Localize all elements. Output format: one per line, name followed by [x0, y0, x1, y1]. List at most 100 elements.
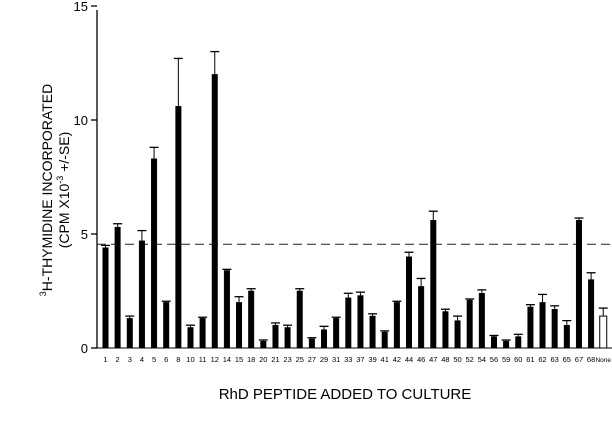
bar-48: [442, 311, 449, 349]
x-axis-label: RhD PEPTIDE ADDED TO CULTURE: [219, 386, 472, 403]
bar-8: [175, 106, 182, 349]
x-tick-label-5: 5: [152, 355, 156, 364]
y-axis-label-line2-a: (CPM X10: [56, 183, 72, 248]
x-tick-label-4: 4: [140, 355, 144, 364]
x-tick-label-12: 12: [211, 355, 219, 364]
y-axis-label-sup2: -3: [55, 176, 65, 184]
y-tick-label: 0: [81, 341, 88, 356]
bar-10: [187, 327, 194, 349]
bar-46: [418, 286, 425, 349]
bar-39: [369, 315, 376, 349]
x-tick-label-46: 46: [417, 355, 425, 364]
bar-21: [272, 324, 279, 349]
bar-47: [430, 220, 437, 349]
x-tick-label-3: 3: [128, 355, 132, 364]
bar-5: [151, 158, 158, 349]
bar-11: [199, 318, 206, 349]
bar-3: [126, 318, 133, 349]
bar-37: [357, 295, 364, 349]
x-tick-labels: 1 2 3 4 5 6 8 10 11 12 14 15 18 20 21 23 25 27 29 31 33 37 39 4…: [103, 355, 611, 364]
x-tick-label-56: 56: [490, 355, 498, 364]
bar-61: [527, 306, 534, 349]
bar-15: [236, 302, 243, 349]
y-tick-label: 10: [74, 113, 88, 128]
x-tick-label-47: 47: [429, 355, 437, 364]
x-tick-label-23: 23: [283, 355, 291, 364]
y-axis-label-rotated: 3H-THYMIDINE INCORPORATED (CPM X10-3 +/-S…: [38, 84, 72, 296]
y-axis-label-line1: 3H-THYMIDINE INCORPORATED: [38, 84, 55, 296]
x-tick-label-27: 27: [308, 355, 316, 364]
bar-2: [114, 226, 121, 349]
x-tick-label-37: 37: [356, 355, 364, 364]
bar-41: [381, 331, 388, 349]
x-tick-label-31: 31: [332, 355, 340, 364]
bar-60: [515, 336, 522, 349]
x-tick-label-11: 11: [199, 355, 207, 364]
x-tick-label-8: 8: [176, 355, 180, 364]
x-tick-label-21: 21: [271, 355, 279, 364]
bar-59: [503, 340, 510, 349]
bar-52: [466, 299, 473, 349]
y-tick-label: 5: [81, 227, 88, 242]
x-tick-label-29: 29: [320, 355, 328, 364]
bar-23: [284, 327, 291, 349]
y-tick-label: 15: [74, 0, 88, 14]
x-tick-label-44: 44: [405, 355, 413, 364]
x-tick-label-67: 67: [575, 355, 583, 364]
x-tick-label-42: 42: [393, 355, 401, 364]
y-axis-label: 3H-THYMIDINE INCORPORATED (CPM X10-3 +/-S…: [38, 84, 72, 296]
y-axis-label-line2-b: +/-SE): [56, 132, 72, 176]
x-tick-label-15: 15: [235, 355, 243, 364]
bars-group: [101, 50, 608, 349]
x-tick-label-52: 52: [466, 355, 474, 364]
x-tick-label-25: 25: [296, 355, 304, 364]
x-tick-label-39: 39: [368, 355, 376, 364]
x-tick-label-14: 14: [223, 355, 231, 364]
bar-12: [211, 74, 218, 349]
bar-31: [333, 318, 340, 349]
bar-67: [575, 220, 582, 349]
x-tick-label-68: 68: [587, 355, 595, 364]
x-tick-label-18: 18: [247, 355, 255, 364]
bar-44: [406, 256, 412, 349]
x-tick-label-50: 50: [453, 355, 461, 364]
bar-None: [599, 315, 608, 349]
bar-33: [345, 297, 352, 349]
x-tick-label-1: 1: [103, 355, 107, 364]
bar-6: [163, 302, 170, 349]
bar-29: [321, 329, 328, 349]
x-tick-label-62: 62: [538, 355, 546, 364]
bar-27: [308, 338, 315, 349]
x-tick-label-41: 41: [381, 355, 389, 364]
bar-65: [563, 324, 570, 349]
x-tick-label-33: 33: [344, 355, 352, 364]
y-axis-label-sup1: 3: [38, 291, 48, 296]
bar-25: [296, 290, 303, 349]
x-tick-label-65: 65: [563, 355, 571, 364]
bar-54: [478, 293, 485, 349]
bar-56: [490, 336, 497, 349]
bar-1: [102, 247, 109, 349]
x-tick-label-54: 54: [478, 355, 486, 364]
bar-4: [138, 240, 145, 349]
y-axis-label-line2: (CPM X10-3 +/-SE): [55, 132, 72, 249]
x-tick-label-48: 48: [441, 355, 449, 364]
x-tick-label-60: 60: [514, 355, 522, 364]
bar-50: [454, 320, 461, 349]
x-tick-label-None: None: [595, 357, 611, 364]
bar-18: [248, 290, 255, 349]
bar-62: [539, 302, 546, 349]
bar-42: [393, 302, 400, 349]
bar-68: [588, 279, 595, 349]
x-tick-label-61: 61: [526, 355, 534, 364]
y-axis: 0 5 10 15: [74, 0, 612, 356]
bar-14: [223, 270, 230, 349]
bar-63: [551, 308, 558, 349]
x-tick-label-20: 20: [259, 355, 267, 364]
bar-20: [260, 340, 267, 349]
x-tick-label-59: 59: [502, 355, 510, 364]
x-tick-label-63: 63: [551, 355, 559, 364]
x-tick-label-2: 2: [116, 355, 120, 364]
x-tick-label-6: 6: [164, 355, 168, 364]
